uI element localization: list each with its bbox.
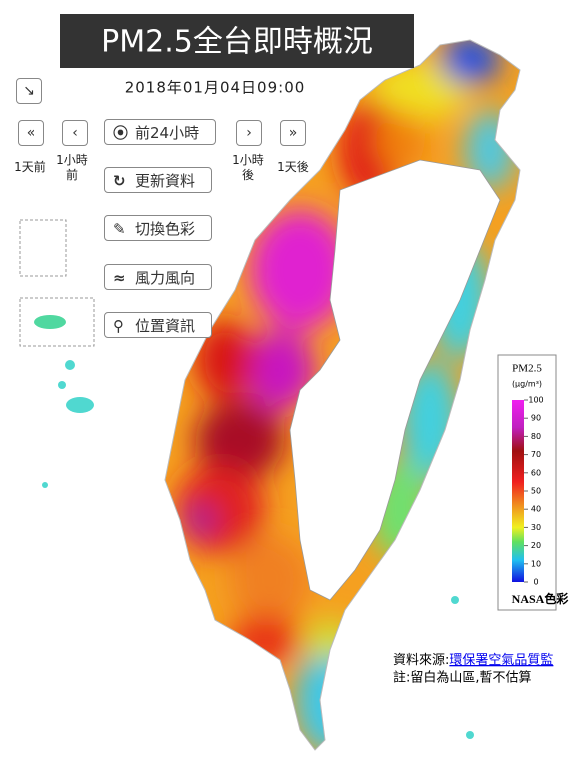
source-label: 資料來源: bbox=[393, 653, 449, 668]
location-button[interactable]: ⚲ 位置資訊 bbox=[104, 312, 212, 338]
label: 前24小時 bbox=[135, 124, 200, 142]
refresh-button[interactable]: ↻ 更新資料 bbox=[104, 167, 212, 193]
legend-box bbox=[497, 354, 557, 611]
legend-tick-label: 20 bbox=[531, 541, 541, 550]
label: 更新資料 bbox=[135, 172, 196, 190]
day-before-label: 1天前 bbox=[14, 160, 46, 174]
hour-before-label: 1小時前 bbox=[56, 153, 88, 182]
colorbar bbox=[512, 400, 524, 582]
day-fwd-button[interactable]: » bbox=[280, 120, 306, 146]
hour-fwd-button[interactable]: › bbox=[236, 120, 262, 146]
color-button[interactable]: ✎ 切換色彩 bbox=[104, 215, 212, 241]
title-bg bbox=[60, 14, 414, 68]
timestamp: 2018年01月04日09:00 bbox=[125, 79, 306, 97]
kinmen-box[interactable] bbox=[19, 219, 67, 277]
legend-tick-label: 10 bbox=[531, 559, 541, 568]
island-thumb bbox=[34, 315, 66, 329]
label: 位置資訊 bbox=[135, 317, 196, 335]
source-link[interactable]: 環保署空氣品質監 bbox=[449, 652, 553, 668]
legend-unit: (μg/m³) bbox=[512, 380, 542, 389]
legend-title: PM2.5 bbox=[512, 363, 542, 375]
legend-tick-label: 30 bbox=[531, 523, 541, 532]
legend-tick-label: 70 bbox=[531, 450, 541, 459]
note: 註:留白為山區,暫不估算 bbox=[393, 670, 532, 686]
day-after-label: 1天後 bbox=[277, 160, 309, 174]
legend-tick-label: 100 bbox=[528, 396, 543, 405]
prev24-button[interactable]: ⦿ 前24小時 bbox=[104, 119, 216, 145]
wind-button[interactable]: ≈ 風力風向 bbox=[104, 264, 212, 290]
legend-tick-label: 90 bbox=[531, 414, 541, 423]
legend-tick-label: 50 bbox=[531, 487, 541, 496]
day-back-button[interactable]: « bbox=[18, 120, 44, 146]
label: 風力風向 bbox=[135, 269, 196, 287]
island-outline bbox=[164, 39, 521, 751]
title: PM2.5全台即時概況 bbox=[101, 25, 373, 60]
collapse-button[interactable]: ↘ bbox=[16, 78, 42, 104]
hour-after-label: 1小時後 bbox=[232, 153, 264, 182]
hour-back-button[interactable]: ‹ bbox=[62, 120, 88, 146]
source: 資料來源:環保署空氣品質監 bbox=[393, 652, 553, 668]
legend-tick-label: 0 bbox=[533, 578, 538, 587]
matsu-box[interactable] bbox=[19, 297, 95, 347]
legend-tick-label: 80 bbox=[531, 432, 541, 441]
legend-tick-label: 40 bbox=[531, 505, 541, 514]
islands bbox=[42, 360, 474, 739]
legend-tick-label: 60 bbox=[531, 468, 541, 477]
label: 切換色彩 bbox=[135, 220, 196, 238]
legend-scheme[interactable]: NASA色彩 bbox=[512, 591, 569, 606]
